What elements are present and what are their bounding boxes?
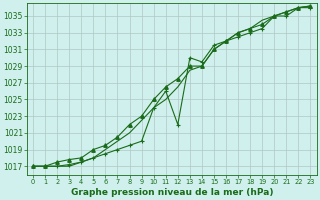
X-axis label: Graphe pression niveau de la mer (hPa): Graphe pression niveau de la mer (hPa) (70, 188, 273, 197)
